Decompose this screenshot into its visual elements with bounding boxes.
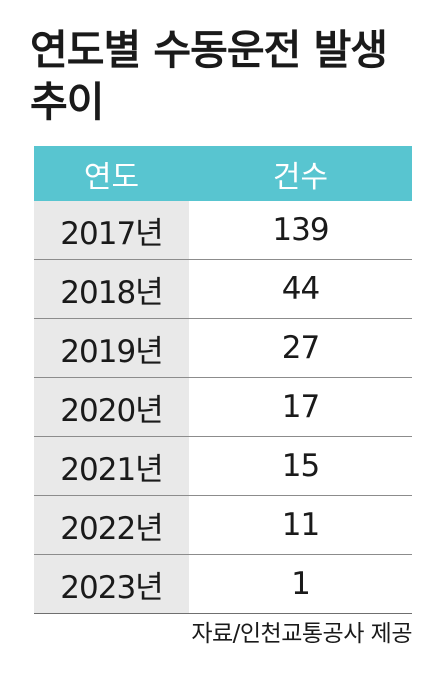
- table-row: 2021년 15: [34, 436, 412, 496]
- year-cell: 2018년: [34, 259, 189, 319]
- count-cell: 11: [189, 495, 412, 555]
- count-cell: 1: [189, 554, 412, 614]
- column-header-count: 건수: [189, 146, 412, 201]
- year-cell: 2021년: [34, 436, 189, 496]
- count-cell: 27: [189, 318, 412, 378]
- table-row: 2018년 44: [34, 259, 412, 319]
- table-row: 2017년 139: [34, 201, 412, 260]
- source-note: 자료/인천교통공사 제공: [191, 621, 412, 647]
- count-cell: 44: [189, 259, 412, 319]
- table-header-row: 연도 건수: [34, 146, 412, 201]
- table-row: 2020년 17: [34, 377, 412, 437]
- year-cell: 2022년: [34, 495, 189, 555]
- year-cell: 2023년: [34, 554, 189, 614]
- count-cell: 17: [189, 377, 412, 437]
- data-table: 연도 건수 2017년 139 2018년 44 2019년 27 2020년 …: [34, 146, 412, 614]
- table-row: 2019년 27: [34, 318, 412, 378]
- year-cell: 2019년: [34, 318, 189, 378]
- chart-title: 연도별 수동운전 발생 추이: [30, 26, 388, 126]
- year-cell: 2017년: [34, 201, 189, 260]
- table-row: 2022년 11: [34, 495, 412, 555]
- count-cell: 15: [189, 436, 412, 496]
- column-header-year: 연도: [34, 146, 189, 201]
- count-cell: 139: [189, 201, 412, 260]
- year-cell: 2020년: [34, 377, 189, 437]
- table-row: 2023년 1: [34, 554, 412, 614]
